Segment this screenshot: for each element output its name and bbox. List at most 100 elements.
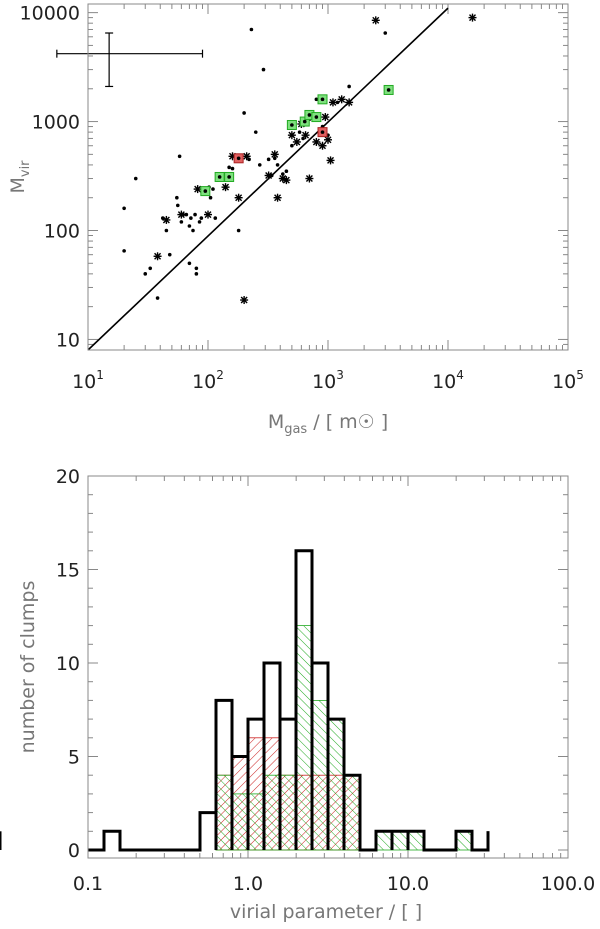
dot-point bbox=[347, 84, 351, 89]
histogram-x-tick-label: 10.0 bbox=[387, 873, 429, 895]
green-marked-point bbox=[200, 186, 211, 197]
dot-point bbox=[148, 266, 153, 271]
dot-point bbox=[193, 212, 197, 217]
histogram-hatched-bar bbox=[327, 718, 345, 851]
asterisk-point bbox=[153, 252, 162, 261]
scatter-y-tick-label: 10 bbox=[56, 329, 80, 351]
histogram-hatched-bar bbox=[375, 830, 393, 851]
green-marked-point bbox=[317, 94, 328, 105]
asterisk-point bbox=[337, 95, 346, 104]
scatter-x-axis-title: Mgas / [ m☉ ] bbox=[268, 411, 388, 437]
asterisk-point bbox=[345, 98, 354, 107]
dot-point bbox=[187, 224, 192, 228]
dot-point bbox=[261, 67, 266, 72]
dot-point bbox=[199, 216, 204, 220]
green-marked-point bbox=[311, 112, 322, 123]
asterisk-point bbox=[292, 137, 301, 146]
red-marked-point bbox=[317, 127, 328, 138]
dot-point bbox=[191, 228, 195, 233]
histogram-x-tick-label: 1.0 bbox=[233, 873, 263, 895]
scatter-y-axis-title: Mvir bbox=[7, 160, 33, 194]
histogram-x-tick-labels: 0.1 1.0 10.0 100.0 bbox=[73, 873, 595, 895]
green-marked-point bbox=[286, 119, 297, 130]
dot-point bbox=[280, 172, 285, 176]
scatter-x-tick-label: 102 bbox=[192, 368, 224, 393]
scatter-y-tick-labels: 10 100 1000 10000 bbox=[20, 3, 80, 352]
histogram-y-tick-label: 15 bbox=[56, 560, 80, 582]
dot-point bbox=[284, 169, 289, 174]
dot-point bbox=[143, 272, 148, 276]
histogram-hatched-bar bbox=[279, 774, 297, 851]
histogram-hatched-bar bbox=[247, 793, 265, 851]
dot-point bbox=[122, 249, 126, 253]
dot-point bbox=[236, 228, 241, 233]
green-marked-point bbox=[214, 171, 225, 182]
histogram-hatched-bar bbox=[391, 830, 409, 851]
asterisk-point bbox=[240, 296, 249, 305]
dot-point bbox=[164, 228, 169, 233]
asterisk-point bbox=[468, 13, 477, 22]
dot-point bbox=[167, 252, 172, 257]
histogram-hatched-bar bbox=[343, 774, 361, 851]
dot-point bbox=[187, 261, 192, 266]
dot-point bbox=[290, 143, 294, 148]
dot-point bbox=[175, 203, 180, 208]
asterisk-point bbox=[328, 98, 337, 107]
histogram-plot-frame bbox=[87, 475, 569, 859]
dot-point bbox=[189, 216, 193, 220]
asterisk-point bbox=[162, 215, 171, 224]
asterisk-point bbox=[242, 152, 251, 161]
scatter-points bbox=[122, 13, 477, 305]
scatter-y-tick-label: 100 bbox=[44, 221, 80, 243]
scatter-x-tick-label: 103 bbox=[312, 368, 344, 393]
dot-point bbox=[213, 216, 218, 220]
scatter-plot-frame bbox=[87, 3, 569, 351]
dot-point bbox=[227, 165, 231, 170]
scatter-y-tick-label: 10000 bbox=[20, 3, 80, 25]
asterisk-point bbox=[177, 210, 186, 219]
dot-point bbox=[335, 100, 340, 105]
red-marked-point bbox=[233, 153, 244, 164]
asterisk-point bbox=[324, 135, 332, 144]
asterisk-point bbox=[270, 150, 279, 159]
asterisk-point bbox=[273, 193, 282, 202]
dot-point bbox=[175, 195, 179, 200]
histogram-hatched-bar bbox=[455, 830, 473, 851]
dot-point bbox=[257, 163, 262, 167]
scatter-axis-ticks bbox=[87, 4, 568, 351]
histogram-y-tick-label: 20 bbox=[56, 466, 80, 488]
histogram-plot: 0.1 1.0 10.0 100.0 0 5 10 15 20 virial paramete… bbox=[0, 466, 595, 923]
histogram-x-axis-title: virial parameter / [ ] bbox=[230, 901, 422, 923]
dot-point bbox=[133, 176, 138, 181]
asterisk-point bbox=[305, 174, 314, 183]
histogram-y-tick-label: 0 bbox=[68, 840, 80, 862]
asterisk-point bbox=[234, 193, 243, 202]
asterisk-point bbox=[321, 113, 330, 122]
dot-point bbox=[383, 31, 388, 35]
dot-point bbox=[253, 130, 258, 134]
dot-point bbox=[179, 220, 184, 224]
dot-point bbox=[230, 166, 235, 171]
dot-point bbox=[155, 296, 160, 300]
histogram-y-tick-label: 5 bbox=[68, 747, 80, 769]
green-marked-point bbox=[383, 84, 394, 95]
asterisk-point bbox=[371, 16, 380, 25]
asterisk-point bbox=[221, 183, 230, 192]
histogram-hatched-bar bbox=[231, 793, 249, 851]
dot-point bbox=[177, 154, 182, 159]
scatter-plot: 101 102 103 104 105 10 100 1000 10000 Mgas / [ … bbox=[7, 3, 584, 437]
dot-point bbox=[266, 157, 271, 162]
histogram-y-tick-label: 10 bbox=[56, 653, 80, 675]
asterisk-point bbox=[287, 131, 296, 140]
dot-point bbox=[242, 111, 246, 115]
asterisk-point bbox=[264, 171, 273, 180]
dot-point bbox=[122, 206, 126, 211]
asterisk-point bbox=[301, 131, 310, 140]
scatter-x-tick-label: 104 bbox=[432, 368, 464, 393]
dot-point bbox=[297, 130, 302, 134]
dot-point bbox=[314, 97, 319, 102]
histogram-hatched-bar bbox=[295, 625, 313, 851]
dot-point bbox=[194, 272, 199, 276]
dot-point bbox=[208, 195, 213, 200]
histogram-x-tick-label: 0.1 bbox=[73, 873, 103, 895]
